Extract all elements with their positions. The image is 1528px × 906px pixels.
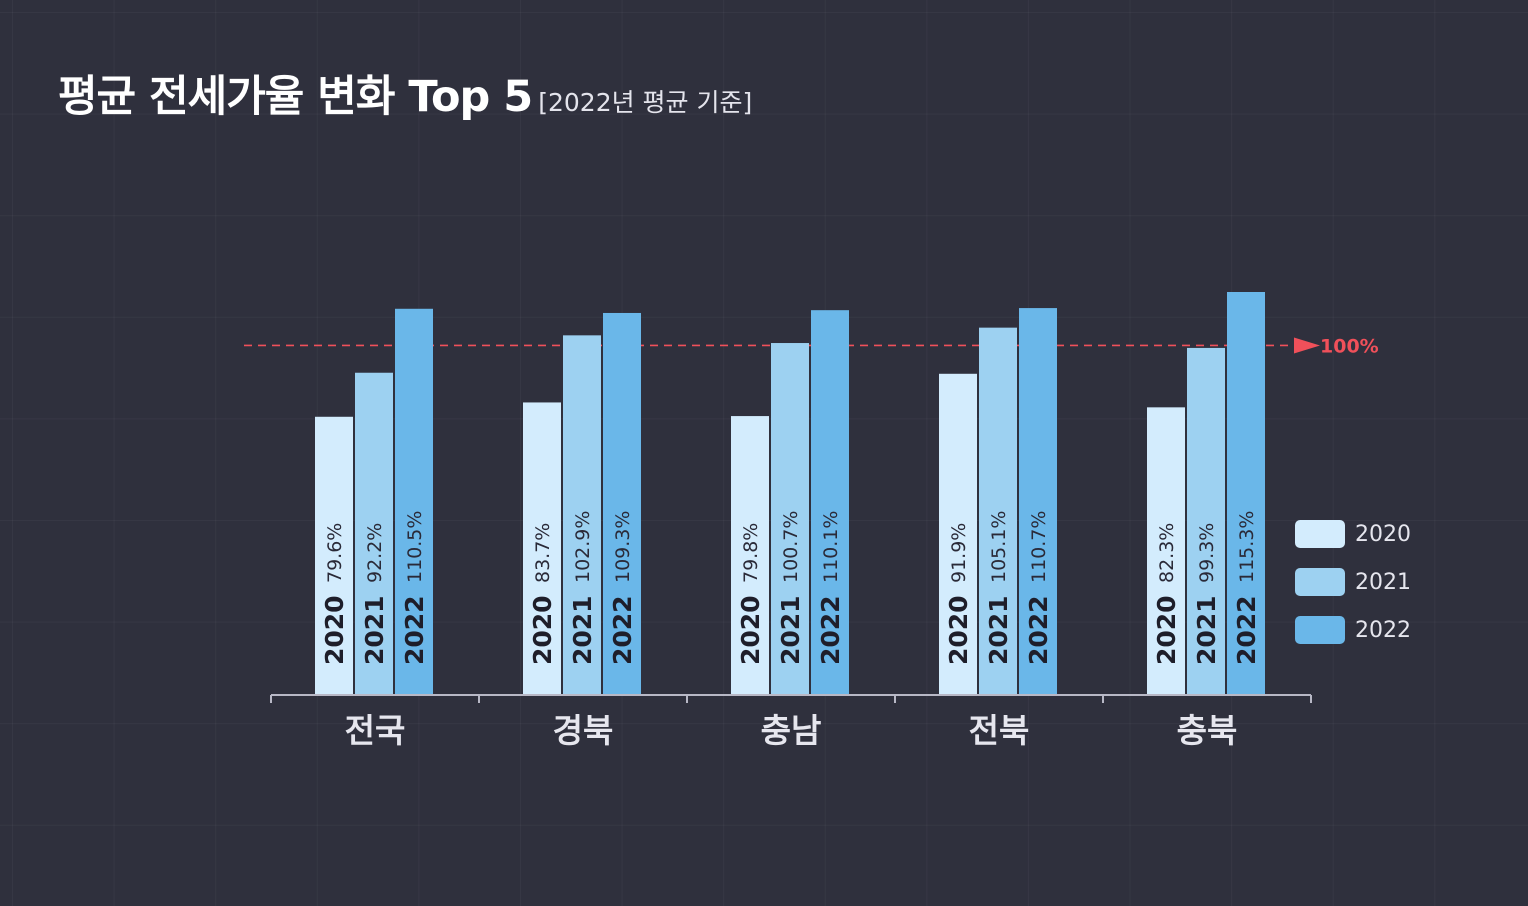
legend-swatch <box>1295 616 1345 644</box>
bar-year-label: 2021 <box>1192 595 1221 665</box>
bar-year-label: 2021 <box>568 595 597 665</box>
bar-year-label: 2022 <box>608 595 637 665</box>
bar-year-label: 2020 <box>320 595 349 665</box>
bar-value-label: 115.3% <box>1236 511 1258 583</box>
bar-2022-3 <box>1019 308 1057 695</box>
bar-year-label: 2020 <box>944 595 973 665</box>
bar-2022-4 <box>1227 292 1265 695</box>
bar-value-label: 105.1% <box>988 511 1010 583</box>
bar-value-label: 109.3% <box>612 511 634 583</box>
bar-2020-3 <box>939 373 977 695</box>
bar-2021-1 <box>563 335 601 695</box>
bar-value-label: 110.1% <box>820 511 842 583</box>
bar-year-label: 2020 <box>736 595 765 665</box>
bar-year-label: 2020 <box>1152 595 1181 665</box>
bar-value-label: 79.6% <box>324 523 346 583</box>
bar-value-label: 79.8% <box>740 523 762 583</box>
legend-swatch <box>1295 520 1345 548</box>
bar-2021-4 <box>1187 347 1225 695</box>
bar-year-label: 2022 <box>816 595 845 665</box>
bar-2020-0 <box>315 416 353 695</box>
chart-title: 평균 전세가율 변화 Top 5 [2022년 평균 기준] <box>58 62 752 124</box>
bar-2020-2 <box>731 416 769 695</box>
bar-year-label: 2022 <box>1024 595 1053 665</box>
bar-value-label: 102.9% <box>572 511 594 583</box>
legend-label: 2022 <box>1355 618 1411 643</box>
bar-value-label: 92.2% <box>364 523 386 583</box>
bar-value-label: 99.3% <box>1196 523 1218 583</box>
x-axis-category-label: 경북 <box>553 711 614 750</box>
bar-2021-2 <box>771 343 809 695</box>
bar-year-label: 2021 <box>360 595 389 665</box>
bar-value-label: 82.3% <box>1156 523 1178 583</box>
bar-value-label: 100.7% <box>780 511 802 583</box>
bar-year-label: 2020 <box>528 595 557 665</box>
bar-2021-3 <box>979 327 1017 695</box>
legend-label: 2020 <box>1355 522 1411 547</box>
chart-title-sub: [2022년 평균 기준] <box>538 88 753 117</box>
bar-value-label: 83.7% <box>532 523 554 583</box>
reference-label: 100% <box>1320 335 1379 357</box>
legend-swatch <box>1295 568 1345 596</box>
bar-year-label: 2021 <box>776 595 805 665</box>
bar-2022-2 <box>811 310 849 695</box>
reference-arrow-icon <box>1294 337 1320 354</box>
bar-year-label: 2022 <box>1232 595 1261 665</box>
bar-year-label: 2021 <box>984 595 1013 665</box>
bar-2022-1 <box>603 312 641 695</box>
chart-title-main: 평균 전세가율 변화 Top 5 <box>58 72 533 122</box>
bar-2020-4 <box>1147 407 1185 695</box>
bar-2022-0 <box>395 308 433 695</box>
x-axis-category-label: 충남 <box>761 711 822 750</box>
bar-year-label: 2022 <box>400 595 429 665</box>
bar-value-label: 110.5% <box>404 511 426 583</box>
bar-value-label: 91.9% <box>948 523 970 583</box>
legend-label: 2021 <box>1355 570 1411 595</box>
x-axis-category-label: 충북 <box>1177 711 1238 750</box>
bar-2021-0 <box>355 372 393 695</box>
bar-2020-1 <box>523 402 561 695</box>
bar-value-label: 110.7% <box>1028 511 1050 583</box>
x-axis-category-label: 전북 <box>969 711 1030 750</box>
x-axis-category-label: 전국 <box>345 711 406 750</box>
